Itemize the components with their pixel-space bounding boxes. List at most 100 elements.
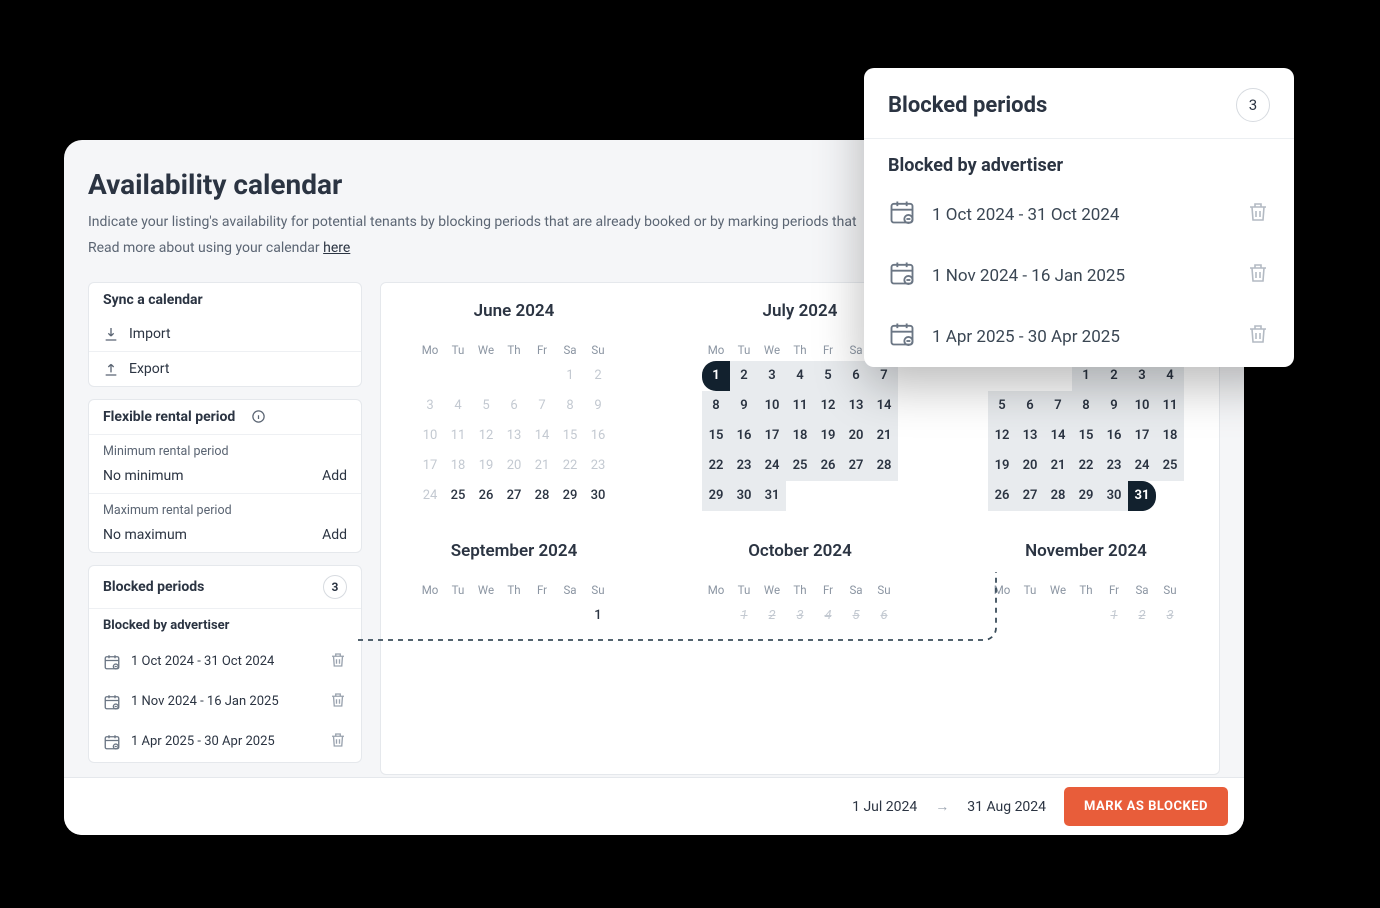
day-cell[interactable]: 10 xyxy=(416,421,444,451)
day-cell[interactable]: 1 xyxy=(1100,601,1128,631)
day-cell[interactable]: 24 xyxy=(758,451,786,481)
day-cell[interactable]: 7 xyxy=(1044,391,1072,421)
day-cell[interactable]: 21 xyxy=(528,451,556,481)
day-cell[interactable]: 17 xyxy=(416,451,444,481)
day-cell[interactable]: 13 xyxy=(500,421,528,451)
day-cell[interactable]: 30 xyxy=(584,481,612,511)
sync-export[interactable]: Export xyxy=(89,352,361,386)
mark-blocked-button[interactable]: MARK AS BLOCKED xyxy=(1064,787,1228,826)
day-cell[interactable]: 31 xyxy=(758,481,786,511)
day-cell[interactable]: 23 xyxy=(1100,451,1128,481)
day-cell[interactable]: 16 xyxy=(730,421,758,451)
day-cell[interactable]: 28 xyxy=(870,451,898,481)
day-cell[interactable]: 24 xyxy=(1128,451,1156,481)
day-cell[interactable]: 4 xyxy=(814,601,842,631)
day-cell[interactable]: 18 xyxy=(444,451,472,481)
day-cell[interactable]: 2 xyxy=(758,601,786,631)
day-cell[interactable]: 28 xyxy=(1044,481,1072,511)
day-cell[interactable]: 24 xyxy=(416,481,444,511)
day-cell[interactable]: 10 xyxy=(1128,391,1156,421)
day-cell[interactable]: 3 xyxy=(1156,601,1184,631)
day-cell[interactable]: 6 xyxy=(870,601,898,631)
day-cell[interactable]: 23 xyxy=(584,451,612,481)
day-cell[interactable]: 4 xyxy=(786,361,814,391)
day-cell[interactable]: 20 xyxy=(500,451,528,481)
day-cell[interactable]: 30 xyxy=(730,481,758,511)
day-cell[interactable]: 15 xyxy=(702,421,730,451)
day-cell[interactable]: 15 xyxy=(1072,421,1100,451)
day-cell[interactable]: 14 xyxy=(1044,421,1072,451)
delete-icon[interactable] xyxy=(1246,322,1270,351)
day-cell[interactable]: 8 xyxy=(556,391,584,421)
day-cell[interactable]: 8 xyxy=(1072,391,1100,421)
blocked-header[interactable]: Blocked periods 3 xyxy=(89,566,361,609)
day-cell[interactable]: 30 xyxy=(1100,481,1128,511)
day-cell[interactable]: 3 xyxy=(758,361,786,391)
day-cell[interactable]: 11 xyxy=(786,391,814,421)
day-cell[interactable]: 16 xyxy=(1100,421,1128,451)
day-cell[interactable]: 20 xyxy=(842,421,870,451)
day-cell[interactable]: 26 xyxy=(988,481,1016,511)
day-cell[interactable]: 18 xyxy=(1156,421,1184,451)
day-cell[interactable]: 1 xyxy=(702,361,730,391)
day-cell[interactable]: 21 xyxy=(1044,451,1072,481)
day-cell[interactable]: 19 xyxy=(988,451,1016,481)
day-cell[interactable]: 17 xyxy=(1128,421,1156,451)
day-cell[interactable]: 22 xyxy=(1072,451,1100,481)
max-period-add[interactable]: Add xyxy=(322,527,347,543)
day-cell[interactable]: 16 xyxy=(584,421,612,451)
day-cell[interactable]: 21 xyxy=(870,421,898,451)
day-cell[interactable]: 1 xyxy=(584,601,612,631)
day-cell[interactable]: 11 xyxy=(444,421,472,451)
day-cell[interactable]: 12 xyxy=(988,421,1016,451)
day-cell[interactable]: 20 xyxy=(1016,451,1044,481)
day-cell[interactable]: 9 xyxy=(730,391,758,421)
day-cell[interactable]: 2 xyxy=(1128,601,1156,631)
day-cell[interactable]: 23 xyxy=(730,451,758,481)
day-cell[interactable]: 31 xyxy=(1128,481,1156,511)
delete-icon[interactable] xyxy=(329,651,347,673)
day-cell[interactable]: 29 xyxy=(1072,481,1100,511)
day-cell[interactable]: 18 xyxy=(786,421,814,451)
day-cell[interactable]: 11 xyxy=(1156,391,1184,421)
info-icon[interactable] xyxy=(251,409,266,424)
day-cell[interactable]: 10 xyxy=(758,391,786,421)
day-cell[interactable]: 22 xyxy=(702,451,730,481)
day-cell[interactable]: 17 xyxy=(758,421,786,451)
day-cell[interactable]: 27 xyxy=(842,451,870,481)
day-cell[interactable]: 19 xyxy=(472,451,500,481)
day-cell[interactable]: 8 xyxy=(702,391,730,421)
read-more-link[interactable]: here xyxy=(323,240,350,256)
day-cell[interactable]: 25 xyxy=(786,451,814,481)
delete-icon[interactable] xyxy=(329,731,347,753)
day-cell[interactable]: 25 xyxy=(1156,451,1184,481)
day-cell[interactable]: 2 xyxy=(584,361,612,391)
day-cell[interactable]: 15 xyxy=(556,421,584,451)
day-cell[interactable]: 13 xyxy=(842,391,870,421)
day-cell[interactable]: 5 xyxy=(988,391,1016,421)
day-cell[interactable]: 27 xyxy=(500,481,528,511)
sync-import[interactable]: Import xyxy=(89,317,361,352)
day-cell[interactable]: 28 xyxy=(528,481,556,511)
delete-icon[interactable] xyxy=(1246,200,1270,229)
day-cell[interactable]: 6 xyxy=(500,391,528,421)
day-cell[interactable]: 26 xyxy=(472,481,500,511)
min-period-add[interactable]: Add xyxy=(322,468,347,484)
delete-icon[interactable] xyxy=(329,691,347,713)
day-cell[interactable]: 3 xyxy=(416,391,444,421)
day-cell[interactable]: 12 xyxy=(472,421,500,451)
day-cell[interactable]: 13 xyxy=(1016,421,1044,451)
day-cell[interactable]: 5 xyxy=(472,391,500,421)
day-cell[interactable]: 4 xyxy=(444,391,472,421)
day-cell[interactable]: 1 xyxy=(556,361,584,391)
delete-icon[interactable] xyxy=(1246,261,1270,290)
day-cell[interactable]: 6 xyxy=(1016,391,1044,421)
day-cell[interactable]: 5 xyxy=(814,361,842,391)
day-cell[interactable]: 1 xyxy=(730,601,758,631)
day-cell[interactable]: 14 xyxy=(870,391,898,421)
day-cell[interactable]: 22 xyxy=(556,451,584,481)
day-cell[interactable]: 12 xyxy=(814,391,842,421)
day-cell[interactable]: 27 xyxy=(1016,481,1044,511)
day-cell[interactable]: 5 xyxy=(842,601,870,631)
day-cell[interactable]: 29 xyxy=(702,481,730,511)
